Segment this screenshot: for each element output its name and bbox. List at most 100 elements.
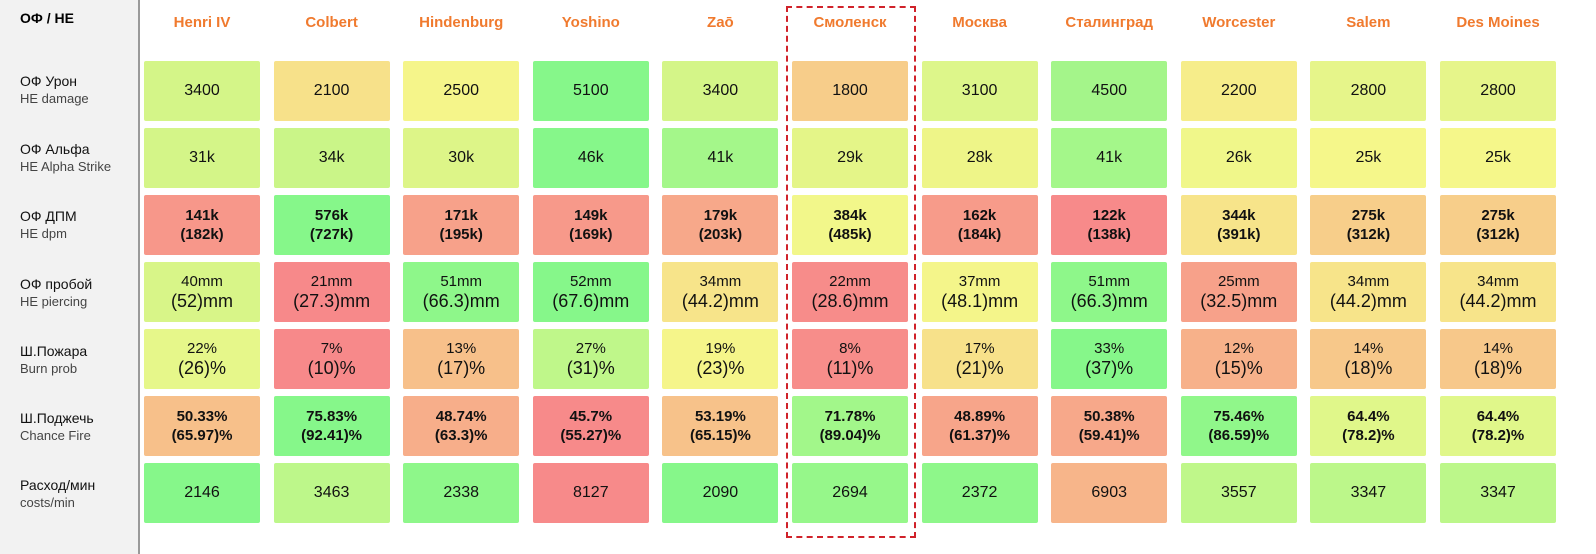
table-cell: 34mm (44.2)mm: [662, 262, 779, 322]
cell-value: 162k: [962, 207, 997, 224]
table-cell: 28k: [921, 128, 1038, 188]
column-header: Henri IV: [173, 13, 231, 31]
cell-value-secondary: (61.37)%: [949, 427, 1011, 444]
table-cell: 149k (169k): [532, 195, 649, 255]
cell-value-secondary: (67.6)mm: [552, 290, 630, 311]
table-cell: 31k: [144, 128, 260, 188]
cell-value: 3347: [1480, 484, 1516, 501]
table-cell: 64.4% (78.2)%: [1440, 396, 1556, 456]
table-cell: 40mm (52)mm: [144, 262, 260, 322]
cell-value-secondary: (11)%: [826, 357, 874, 378]
row-label: ОФ Урон HE damage: [20, 72, 89, 107]
table-cell: 26k: [1180, 128, 1297, 188]
table-cell: 21mm (27.3)mm: [273, 262, 390, 322]
table-cell: 3400: [144, 61, 260, 121]
row-label-ru: ОФ Альфа: [20, 141, 90, 157]
table-cell: 2090: [662, 463, 779, 523]
cell-value: 34mm: [1477, 272, 1519, 290]
cell-value-secondary: (15)%: [1214, 357, 1263, 378]
cell-value: 3557: [1221, 484, 1257, 501]
table-cell: 34mm (44.2)mm: [1440, 262, 1556, 322]
row-label-en: HE dpm: [20, 226, 67, 241]
column-header: Salem: [1346, 13, 1391, 31]
cell-value: 75.46%: [1213, 408, 1265, 425]
row-label-ru: ОФ пробой: [20, 276, 93, 292]
cell-value: 8127: [573, 484, 609, 501]
table-cell: 51mm (66.3)mm: [403, 262, 520, 322]
cell-value: 64.4%: [1476, 408, 1520, 425]
cell-value: 41k: [707, 149, 734, 166]
cell-value-secondary: (55.27)%: [560, 427, 622, 444]
cell-value: 71.78%: [824, 408, 876, 425]
cell-value-secondary: (52)mm: [171, 290, 233, 311]
cell-value-secondary: (31)%: [566, 357, 615, 378]
cell-value: 14%: [1353, 339, 1384, 357]
cell-value: 37mm: [958, 272, 1001, 290]
row-label-en: HE piercing: [20, 294, 88, 309]
table-cell: 13% (17)%: [403, 329, 520, 389]
table-cell: 179k (203k): [662, 195, 779, 255]
table-cell: 25k: [1310, 128, 1427, 188]
cell-value: 5100: [573, 82, 609, 99]
table-cell: 34mm (44.2)mm: [1310, 262, 1427, 322]
cell-value: 1800: [832, 82, 868, 99]
column-header: Москва: [952, 13, 1007, 31]
row-label-ru: ОФ Урон: [20, 73, 77, 89]
table-cell: 8% (11)%: [792, 329, 908, 389]
cell-value: 48.89%: [954, 408, 1006, 425]
table-cell: 41k: [1051, 128, 1168, 188]
row-label-en: Chance Fire: [20, 428, 91, 443]
cell-value: 64.4%: [1347, 408, 1390, 425]
table-cell: 2372: [921, 463, 1038, 523]
cell-value: 2800: [1350, 82, 1387, 99]
cell-value: 8%: [839, 339, 861, 357]
table-cell: 3463: [273, 463, 390, 523]
cell-value: 17%: [964, 339, 995, 357]
row-label: ОФ пробой HE piercing: [20, 275, 92, 310]
cell-value: 33%: [1094, 339, 1125, 357]
table-cell: 52mm (67.6)mm: [532, 262, 649, 322]
cell-value: 275k: [1351, 207, 1386, 224]
table-cell: 37mm (48.1)mm: [921, 262, 1038, 322]
cell-value-secondary: (78.2)%: [1471, 427, 1525, 444]
cell-value-secondary: (63.3)%: [434, 427, 488, 444]
column-header: Worcester: [1202, 13, 1276, 31]
cell-value: 3400: [702, 82, 739, 99]
table-cell: 64.4% (78.2)%: [1310, 396, 1427, 456]
table-cell: 122k (138k): [1051, 195, 1168, 255]
table-cell: 19% (23)%: [662, 329, 779, 389]
table-cell: 12% (15)%: [1180, 329, 1297, 389]
table-cell: 1800: [792, 61, 908, 121]
table-cell: 384k (485k): [792, 195, 908, 255]
cell-value-secondary: (21)%: [955, 357, 1004, 378]
row-label: Расход/мин costs/min: [20, 476, 95, 511]
cell-value-secondary: (44.2)mm: [1459, 290, 1537, 311]
cell-value-secondary: (48.1)mm: [941, 290, 1019, 311]
cell-value-secondary: (86.59)%: [1208, 427, 1270, 444]
cell-value: 3463: [313, 484, 350, 501]
column-header: Colbert: [305, 13, 358, 31]
cell-value-secondary: (10)%: [307, 357, 356, 378]
cell-value-secondary: (727k): [309, 226, 354, 243]
table-cell: 2338: [403, 463, 520, 523]
cell-value-secondary: (312k): [1346, 226, 1391, 243]
cell-value: 122k: [1092, 207, 1126, 224]
cell-value: 344k: [1222, 207, 1256, 224]
table-cell: 2800: [1310, 61, 1427, 121]
cell-value: 26k: [1225, 149, 1252, 166]
cell-value: 34mm: [699, 272, 742, 290]
cell-value-secondary: (59.41)%: [1078, 427, 1140, 444]
table-cell: 8127: [532, 463, 649, 523]
cell-value-secondary: (485k): [828, 226, 872, 243]
row-label: Ш.Поджечь Chance Fire: [20, 409, 94, 444]
cell-value: 50.38%: [1083, 408, 1135, 425]
cell-value-secondary: (65.15)%: [689, 427, 751, 444]
cell-value-secondary: (28.6)mm: [811, 290, 889, 311]
table-cell: 2800: [1440, 61, 1556, 121]
column-header: Hindenburg: [419, 13, 504, 31]
row-label-ru: Ш.Поджечь: [20, 410, 94, 426]
table-cell: 29k: [792, 128, 908, 188]
cell-value: 3100: [961, 82, 998, 99]
column-header: Сталинград: [1065, 13, 1153, 31]
cell-value: 12%: [1223, 339, 1254, 357]
